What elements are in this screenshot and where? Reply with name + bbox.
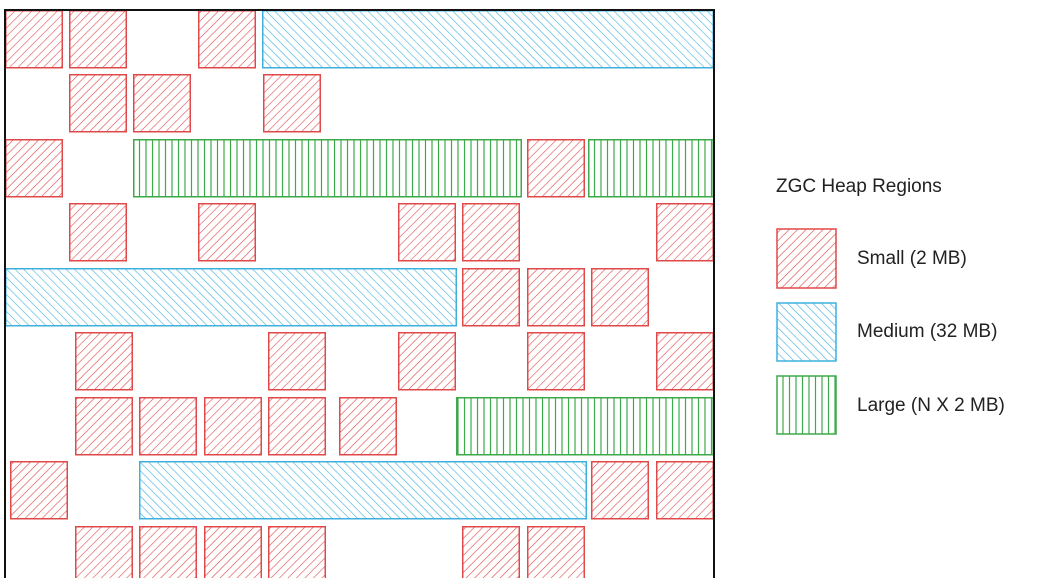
heap-regions: [5, 10, 714, 578]
legend-title: ZGC Heap Regions: [776, 176, 942, 197]
small-region: [527, 268, 585, 327]
small-region: [139, 397, 197, 456]
small-region: [5, 139, 63, 198]
legend-swatch-small: [776, 228, 837, 289]
legend-swatch-medium: [776, 302, 837, 362]
small-region: [398, 203, 456, 262]
small-region: [69, 203, 127, 262]
small-region: [527, 332, 585, 391]
small-region: [268, 397, 326, 456]
small-region: [75, 397, 133, 456]
large-region: [133, 139, 522, 198]
small-region: [139, 526, 197, 578]
small-region: [268, 526, 326, 578]
legend-swatch-large: [776, 375, 837, 435]
small-region: [656, 332, 714, 391]
small-region: [198, 203, 256, 262]
legend-label: Medium (32 MB): [857, 321, 997, 342]
small-region: [263, 74, 321, 133]
small-region: [462, 526, 520, 578]
small-region: [656, 203, 714, 262]
small-region: [75, 332, 133, 391]
small-region: [591, 461, 649, 520]
heap-border: [4, 9, 715, 578]
medium-region: [139, 461, 587, 520]
small-region: [10, 461, 68, 520]
large-region: [588, 139, 714, 198]
small-region: [75, 526, 133, 578]
small-region: [591, 268, 649, 327]
medium-region: [262, 10, 714, 69]
large-region: [456, 397, 714, 456]
small-region: [462, 203, 520, 262]
small-region: [69, 74, 127, 133]
small-region: [133, 74, 191, 133]
small-region: [69, 10, 127, 69]
small-region: [5, 10, 63, 69]
small-region: [656, 461, 714, 520]
legend-label: Small (2 MB): [857, 248, 967, 269]
small-region: [527, 139, 585, 198]
small-region: [204, 397, 262, 456]
small-region: [268, 332, 326, 391]
medium-region: [5, 268, 457, 327]
small-region: [339, 397, 397, 456]
small-region: [462, 268, 520, 327]
small-region: [398, 332, 456, 391]
small-region: [527, 526, 585, 578]
legend-label: Large (N X 2 MB): [857, 395, 1005, 416]
small-region: [198, 10, 256, 69]
small-region: [204, 526, 262, 578]
